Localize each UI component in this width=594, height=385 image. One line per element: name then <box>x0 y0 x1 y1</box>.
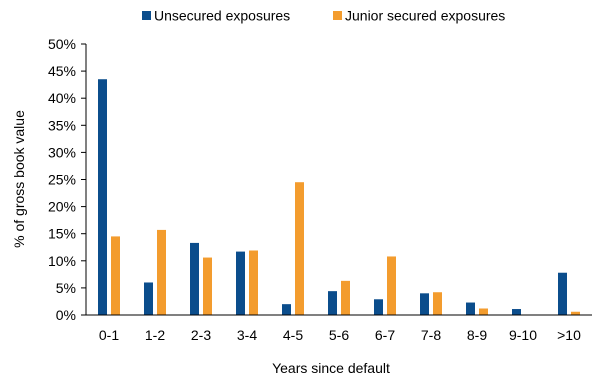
x-tick-label: 7-8 <box>421 327 441 343</box>
bar-junior-secured-1 <box>157 229 166 315</box>
x-tick-label: 6-7 <box>375 327 395 343</box>
legend-label-junior-secured: Junior secured exposures <box>345 8 505 24</box>
bar-unsecured-8 <box>466 302 475 315</box>
y-tick-label: 35% <box>48 117 76 133</box>
legend-swatch-junior-secured <box>333 11 342 20</box>
bar-junior-secured-7 <box>433 292 442 315</box>
bar-junior-secured-6 <box>387 256 396 315</box>
legend-swatch-unsecured <box>142 11 151 20</box>
bar-unsecured-9 <box>512 309 521 315</box>
bar-junior-secured-8 <box>479 308 488 315</box>
y-tick-label: 0% <box>56 307 76 323</box>
y-axis-title: % of gross book value <box>11 110 27 248</box>
x-tick-label: >10 <box>557 327 581 343</box>
bar-unsecured-1 <box>144 282 153 315</box>
y-tick-label: 10% <box>48 253 76 269</box>
y-tick-label: 15% <box>48 226 76 242</box>
x-tick-label: 9-10 <box>509 327 537 343</box>
legend: Unsecured exposures Junior secured expos… <box>142 8 505 24</box>
y-tick-label: 50% <box>48 36 76 52</box>
bar-unsecured-7 <box>420 293 429 315</box>
bar-junior-secured-0 <box>111 236 120 315</box>
bar-unsecured-2 <box>190 242 199 315</box>
y-axis-ticks: 0% 5% 10% 15% 20% 25% 30% 35% 40% 45% 50% <box>48 36 86 323</box>
y-tick-label: 30% <box>48 144 76 160</box>
x-tick-label: 1-2 <box>145 327 165 343</box>
y-tick-label: 20% <box>48 199 76 215</box>
legend-label-unsecured: Unsecured exposures <box>154 8 290 24</box>
x-tick-label: 4-5 <box>283 327 303 343</box>
x-axis-title: Years since default <box>272 360 390 376</box>
bar-junior-secured-2 <box>203 257 212 315</box>
bar-unsecured-5 <box>328 291 337 315</box>
x-tick-label: 5-6 <box>329 327 349 343</box>
bar-unsecured-0 <box>98 79 107 315</box>
y-tick-label: 5% <box>56 280 76 296</box>
x-tick-label: 2-3 <box>191 327 211 343</box>
bar-unsecured-4 <box>282 304 291 315</box>
x-tick-label: 3-4 <box>237 327 257 343</box>
y-tick-label: 25% <box>48 172 76 188</box>
bar-junior-secured-5 <box>341 280 350 315</box>
y-tick-label: 40% <box>48 90 76 106</box>
x-axis-ticks: 0-1 1-2 2-3 3-4 4-5 5-6 6-7 7-8 8-9 9-10 >10 <box>99 327 581 343</box>
bar-unsecured-3 <box>236 251 245 315</box>
bar-unsecured-10 <box>558 272 567 315</box>
bar-unsecured-6 <box>374 299 383 315</box>
x-tick-label: 8-9 <box>467 327 487 343</box>
x-tick-label: 0-1 <box>99 327 119 343</box>
bar-junior-secured-4 <box>295 182 304 315</box>
y-tick-label: 45% <box>48 63 76 79</box>
bars <box>98 79 580 315</box>
bar-junior-secured-10 <box>571 311 580 315</box>
bar-junior-secured-3 <box>249 250 258 315</box>
